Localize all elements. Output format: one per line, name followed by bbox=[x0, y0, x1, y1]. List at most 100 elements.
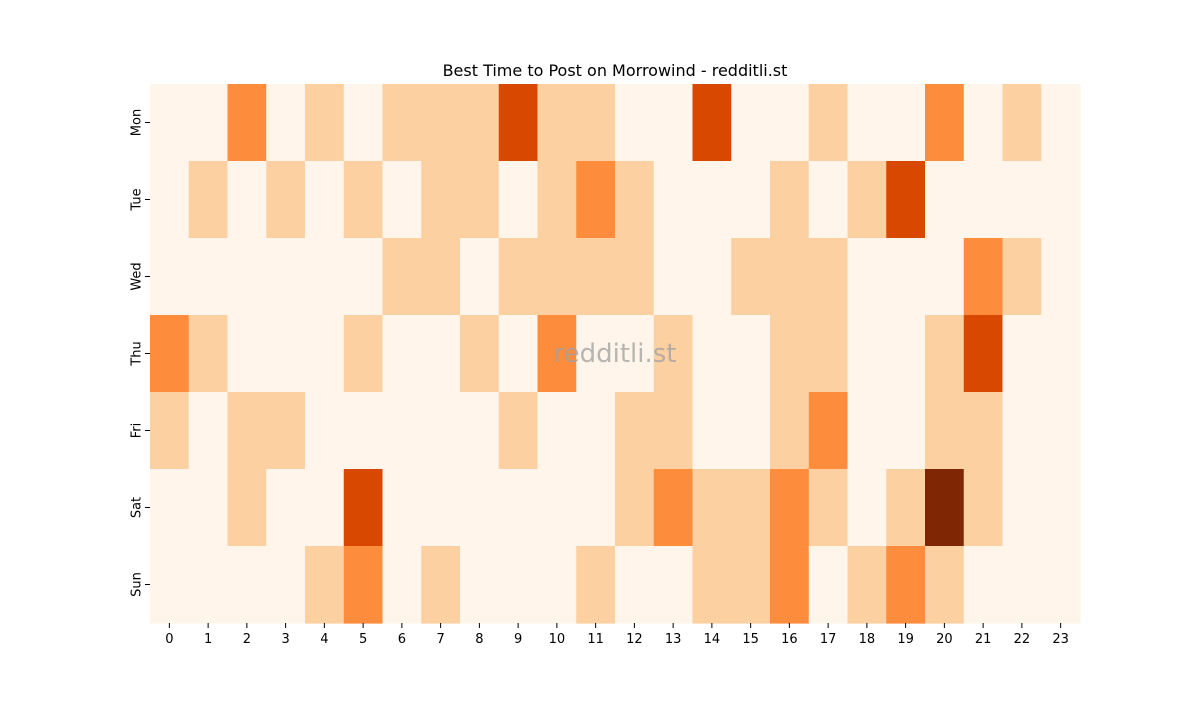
heatmap-cells bbox=[150, 84, 1081, 624]
heatmap-cell-sat-16 bbox=[770, 469, 810, 547]
heatmap-cell-fri-9 bbox=[498, 392, 539, 470]
heatmap-cell-sun-17 bbox=[808, 546, 849, 624]
chart-title: Best Time to Post on Morrowind - redditl… bbox=[443, 61, 788, 80]
heatmap-cell-thu-9 bbox=[498, 315, 539, 393]
heatmap-cell-wed-6 bbox=[382, 238, 422, 316]
heatmap-cell-tue-17 bbox=[808, 161, 849, 239]
heatmap-cell-tue-11 bbox=[576, 161, 616, 239]
heatmap-cell-sat-8 bbox=[460, 469, 500, 547]
heatmap-cell-sat-5 bbox=[343, 469, 384, 547]
heatmap-cell-thu-18 bbox=[847, 315, 887, 393]
y-tick-label: Fri bbox=[130, 423, 145, 439]
heatmap-cell-wed-8 bbox=[460, 238, 500, 316]
heatmap-cell-mon-3 bbox=[266, 84, 306, 162]
heatmap-cell-mon-20 bbox=[925, 84, 965, 162]
heatmap-cell-thu-4 bbox=[305, 315, 345, 393]
heatmap-cell-thu-5 bbox=[343, 315, 384, 393]
heatmap-cell-mon-8 bbox=[460, 84, 500, 162]
heatmap-cell-fri-20 bbox=[925, 392, 965, 470]
x-tick-label: 2 bbox=[243, 632, 251, 647]
heatmap-cell-thu-6 bbox=[382, 315, 422, 393]
heatmap-cell-tue-18 bbox=[847, 161, 887, 239]
x-tick-label: 16 bbox=[781, 632, 798, 647]
heatmap-cell-sat-11 bbox=[576, 469, 616, 547]
x-tick-label: 10 bbox=[549, 632, 566, 647]
heatmap-cell-wed-15 bbox=[731, 238, 771, 316]
heatmap-cell-mon-2 bbox=[227, 84, 267, 162]
heatmap-cell-thu-23 bbox=[1041, 315, 1081, 393]
heatmap-cell-tue-14 bbox=[692, 161, 732, 239]
heatmap-cell-sun-0 bbox=[150, 546, 190, 624]
heatmap-cell-tue-12 bbox=[615, 161, 655, 239]
x-tick-label: 8 bbox=[475, 632, 483, 647]
heatmap-cell-sun-20 bbox=[925, 546, 965, 624]
heatmap-cell-wed-23 bbox=[1041, 238, 1081, 316]
heatmap-cell-fri-23 bbox=[1041, 392, 1081, 470]
heatmap-cell-wed-14 bbox=[692, 238, 732, 316]
x-tick-label: 17 bbox=[820, 632, 837, 647]
heatmap-cell-sat-9 bbox=[498, 469, 539, 547]
heatmap-cell-sat-14 bbox=[692, 469, 732, 547]
heatmap-cell-wed-4 bbox=[305, 238, 345, 316]
x-tick-label: 22 bbox=[1014, 632, 1031, 647]
heatmap-cell-tue-13 bbox=[653, 161, 694, 239]
heatmap-cell-fri-12 bbox=[615, 392, 655, 470]
y-tick-label: Mon bbox=[130, 109, 145, 136]
x-tick-label: 3 bbox=[281, 632, 289, 647]
heatmap-cell-mon-16 bbox=[770, 84, 810, 162]
heatmap-cell-tue-6 bbox=[382, 161, 422, 239]
heatmap-cell-sun-6 bbox=[382, 546, 422, 624]
x-tick-label: 1 bbox=[204, 632, 212, 647]
heatmap-cell-sat-21 bbox=[963, 469, 1004, 547]
heatmap-cell-sun-15 bbox=[731, 546, 771, 624]
heatmap-cell-sun-4 bbox=[305, 546, 345, 624]
heatmap-cell-fri-8 bbox=[460, 392, 500, 470]
heatmap-cell-tue-23 bbox=[1041, 161, 1081, 239]
x-tick-label: 11 bbox=[587, 632, 604, 647]
heatmap-cell-fri-13 bbox=[653, 392, 694, 470]
heatmap-cell-sun-8 bbox=[460, 546, 500, 624]
heatmap-cell-fri-6 bbox=[382, 392, 422, 470]
heatmap-cell-tue-16 bbox=[770, 161, 810, 239]
heatmap-cell-sat-23 bbox=[1041, 469, 1081, 547]
heatmap-cell-thu-12 bbox=[615, 315, 655, 393]
heatmap-cell-wed-12 bbox=[615, 238, 655, 316]
heatmap-cell-mon-21 bbox=[963, 84, 1004, 162]
heatmap-cell-mon-12 bbox=[615, 84, 655, 162]
x-tick-label: 18 bbox=[859, 632, 876, 647]
heatmap-cell-sun-12 bbox=[615, 546, 655, 624]
heatmap-cell-tue-10 bbox=[537, 161, 577, 239]
heatmap-cell-sun-23 bbox=[1041, 546, 1081, 624]
heatmap-cell-sat-10 bbox=[537, 469, 577, 547]
heatmap-cell-mon-5 bbox=[343, 84, 384, 162]
heatmap-cell-mon-4 bbox=[305, 84, 345, 162]
heatmap-cell-sat-13 bbox=[653, 469, 694, 547]
heatmap-cell-thu-8 bbox=[460, 315, 500, 393]
heatmap-cell-tue-7 bbox=[421, 161, 461, 239]
heatmap-cell-sun-13 bbox=[653, 546, 694, 624]
heatmap-cell-sun-11 bbox=[576, 546, 616, 624]
y-tick-label: Sun bbox=[130, 572, 145, 597]
x-tick-label: 7 bbox=[436, 632, 444, 647]
heatmap-cell-fri-10 bbox=[537, 392, 577, 470]
heatmap-cell-mon-6 bbox=[382, 84, 422, 162]
heatmap-cell-tue-3 bbox=[266, 161, 306, 239]
heatmap-cell-wed-9 bbox=[498, 238, 539, 316]
heatmap-cell-sun-9 bbox=[498, 546, 539, 624]
heatmap-cell-mon-9 bbox=[498, 84, 539, 162]
heatmap-cell-wed-2 bbox=[227, 238, 267, 316]
heatmap-cell-wed-19 bbox=[886, 238, 926, 316]
heatmap-cell-tue-9 bbox=[498, 161, 539, 239]
heatmap-cell-sat-15 bbox=[731, 469, 771, 547]
heatmap-cell-sun-1 bbox=[188, 546, 229, 624]
heatmap-cell-wed-18 bbox=[847, 238, 887, 316]
heatmap-cell-mon-23 bbox=[1041, 84, 1081, 162]
heatmap-cell-thu-3 bbox=[266, 315, 306, 393]
heatmap-cell-thu-14 bbox=[692, 315, 732, 393]
heatmap-cell-sun-18 bbox=[847, 546, 887, 624]
heatmap-cell-mon-13 bbox=[653, 84, 694, 162]
x-tick-label: 23 bbox=[1052, 632, 1069, 647]
heatmap-cell-thu-21 bbox=[963, 315, 1004, 393]
heatmap-cell-wed-22 bbox=[1002, 238, 1042, 316]
heatmap-cell-wed-1 bbox=[188, 238, 229, 316]
